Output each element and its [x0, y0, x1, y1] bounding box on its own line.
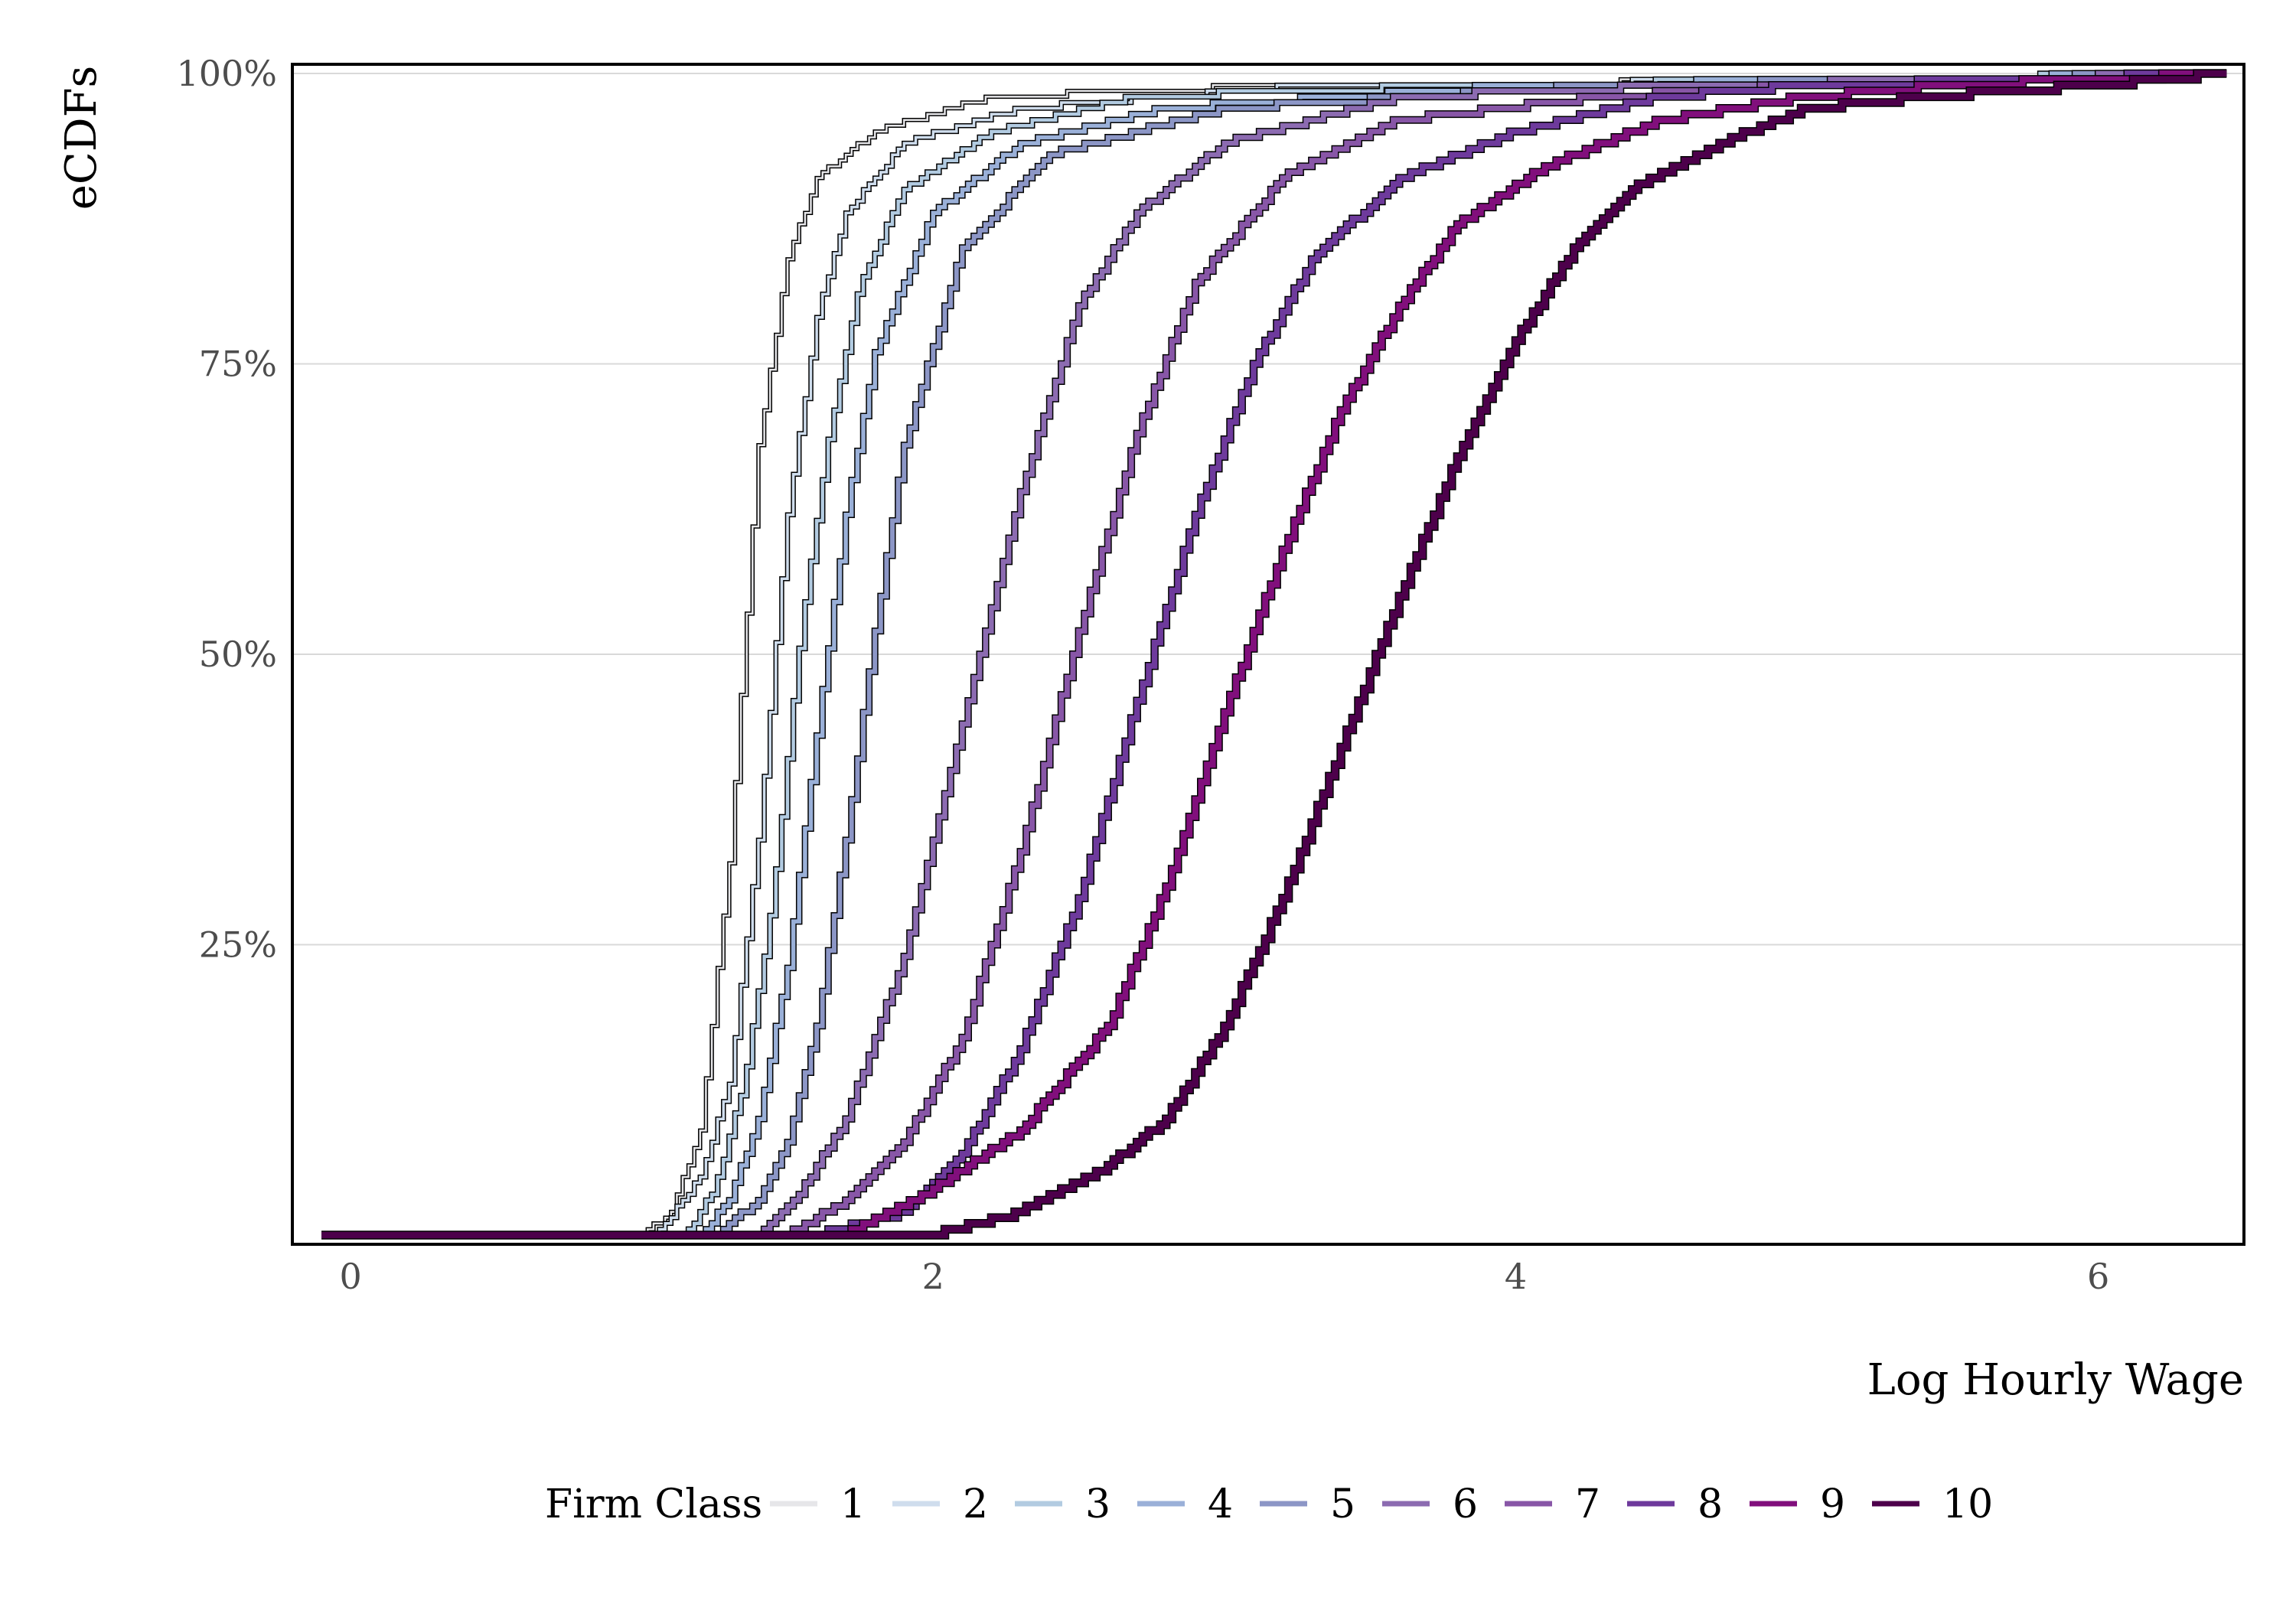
legend-item-5: 5 [1260, 1482, 1355, 1527]
legend-label-6: 6 [1453, 1482, 1478, 1527]
legend-label-10: 10 [1942, 1482, 1993, 1527]
plot-panel-border [291, 63, 2245, 1246]
legend-item-1: 1 [770, 1482, 866, 1527]
legend-item-4: 4 [1137, 1482, 1233, 1527]
legend-label-5: 5 [1330, 1482, 1355, 1527]
series-lines [321, 69, 2227, 1240]
x-tick-label-0: 0 [339, 1256, 361, 1297]
legend-label-8: 8 [1698, 1482, 1723, 1527]
legend-item-9: 9 [1750, 1482, 1845, 1527]
y-tick-label-1: 50% [199, 634, 277, 675]
y-tick-label-3: 100% [176, 53, 277, 94]
legend-label-1: 1 [840, 1482, 866, 1527]
x-axis-ticks: 0 2 4 6 [339, 1256, 2109, 1297]
legend-item-3: 3 [1015, 1482, 1110, 1527]
legend-label-3: 3 [1085, 1482, 1110, 1527]
y-axis-title: eCDFs [57, 66, 106, 210]
legend-item-8: 8 [1627, 1482, 1723, 1527]
legend-item-7: 7 [1505, 1482, 1600, 1527]
legend: Firm Class 1 2 3 4 5 6 7 8 9 10 [545, 1482, 1993, 1527]
legend-item-10: 10 [1872, 1482, 1993, 1527]
y-axis-ticks: 25% 50% 75% 100% [176, 53, 277, 966]
series-10-line [321, 69, 2227, 1240]
y-tick-label-2: 75% [199, 344, 277, 385]
x-tick-label-3: 6 [2087, 1256, 2109, 1297]
series-10-fill [321, 70, 2227, 1239]
x-axis-title: Log Hourly Wage [1867, 1355, 2244, 1405]
legend-label-4: 4 [1208, 1482, 1233, 1527]
legend-label-7: 7 [1575, 1482, 1600, 1527]
gridlines [292, 73, 2244, 946]
x-tick-label-2: 4 [1505, 1256, 1527, 1297]
legend-title: Firm Class [545, 1482, 762, 1527]
legend-label-9: 9 [1820, 1482, 1845, 1527]
legend-item-6: 6 [1382, 1482, 1478, 1527]
y-tick-label-0: 25% [199, 924, 277, 966]
legend-label-2: 2 [963, 1482, 988, 1527]
legend-item-2: 2 [892, 1482, 988, 1527]
x-tick-label-1: 2 [922, 1256, 944, 1297]
